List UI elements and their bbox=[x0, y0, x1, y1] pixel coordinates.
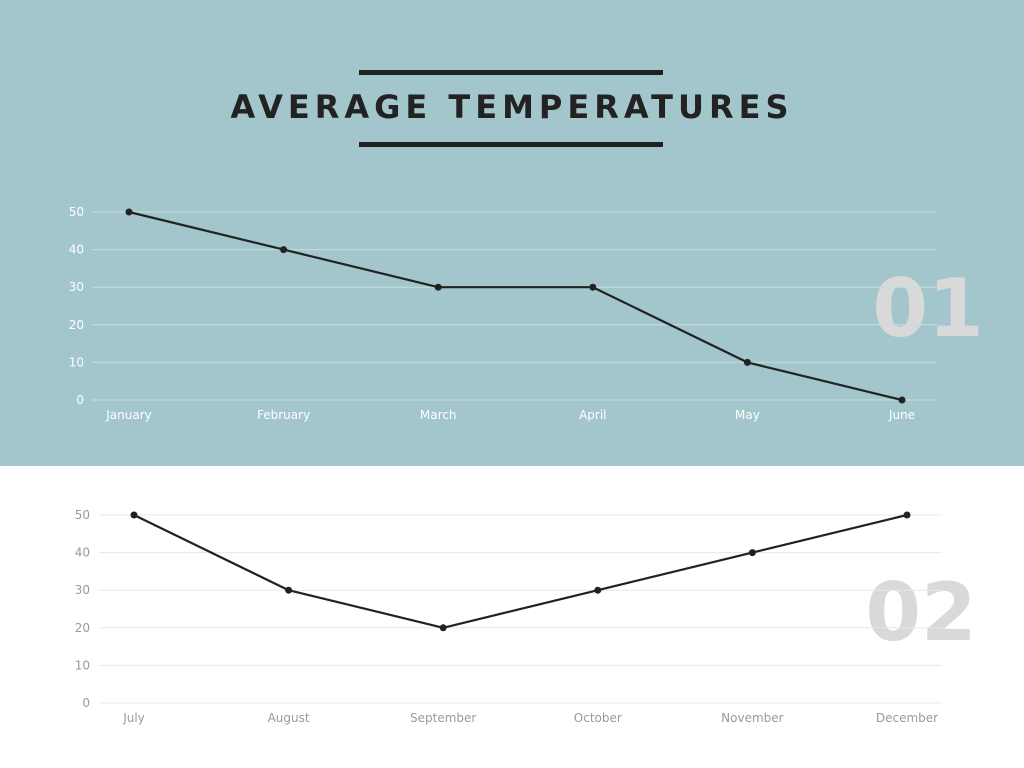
x-tick-label-2-4: November bbox=[721, 711, 783, 725]
y-tick-label-2-50: 50 bbox=[75, 508, 90, 522]
data-point-1-0 bbox=[125, 208, 133, 216]
title-rule-bottom bbox=[359, 142, 663, 147]
x-tick-label-2-0: July bbox=[122, 711, 145, 725]
y-tick-label-1-50: 50 bbox=[69, 205, 84, 219]
y-tick-label-1-30: 30 bbox=[69, 280, 84, 294]
data-point-1-4 bbox=[743, 358, 751, 366]
y-tick-label-2-40: 40 bbox=[75, 546, 90, 560]
y-tick-label-1-20: 20 bbox=[69, 318, 84, 332]
data-point-2-3 bbox=[594, 586, 602, 594]
x-tick-label-1-3: April bbox=[579, 408, 606, 422]
page-title: AVERAGE TEMPERATURES bbox=[230, 88, 794, 126]
data-point-2-4 bbox=[748, 549, 756, 557]
x-tick-label-2-1: August bbox=[268, 711, 310, 725]
x-tick-label-2-5: December bbox=[876, 711, 938, 725]
data-point-1-1 bbox=[280, 246, 288, 254]
y-tick-label-2-30: 30 bbox=[75, 583, 90, 597]
x-tick-label-1-0: January bbox=[105, 408, 152, 422]
data-point-1-3 bbox=[589, 283, 597, 291]
data-point-2-2 bbox=[439, 624, 447, 632]
x-tick-label-1-2: March bbox=[420, 408, 457, 422]
data-point-2-1 bbox=[285, 586, 293, 594]
panel-number-1: 01 bbox=[872, 262, 983, 355]
x-tick-label-2-3: October bbox=[574, 711, 622, 725]
title-rule-top bbox=[359, 70, 663, 75]
x-tick-label-1-4: May bbox=[735, 408, 760, 422]
y-tick-label-2-20: 20 bbox=[75, 621, 90, 635]
panel-number-2: 02 bbox=[865, 566, 976, 659]
data-point-1-5 bbox=[898, 396, 906, 404]
y-tick-label-2-10: 10 bbox=[75, 658, 90, 672]
y-tick-label-1-10: 10 bbox=[69, 355, 84, 369]
series-line-2 bbox=[133, 513, 908, 629]
y-tick-label-2-0: 0 bbox=[82, 696, 90, 710]
series-line-1 bbox=[128, 210, 903, 402]
y-tick-label-1-0: 0 bbox=[76, 393, 84, 407]
y-tick-label-1-40: 40 bbox=[69, 243, 84, 257]
x-tick-label-2-2: September bbox=[410, 711, 476, 725]
x-tick-label-1-1: February bbox=[257, 408, 310, 422]
data-point-1-2 bbox=[434, 283, 442, 291]
x-tick-label-1-5: June bbox=[888, 408, 915, 422]
data-point-2-5 bbox=[903, 511, 911, 519]
data-point-2-0 bbox=[130, 511, 138, 519]
